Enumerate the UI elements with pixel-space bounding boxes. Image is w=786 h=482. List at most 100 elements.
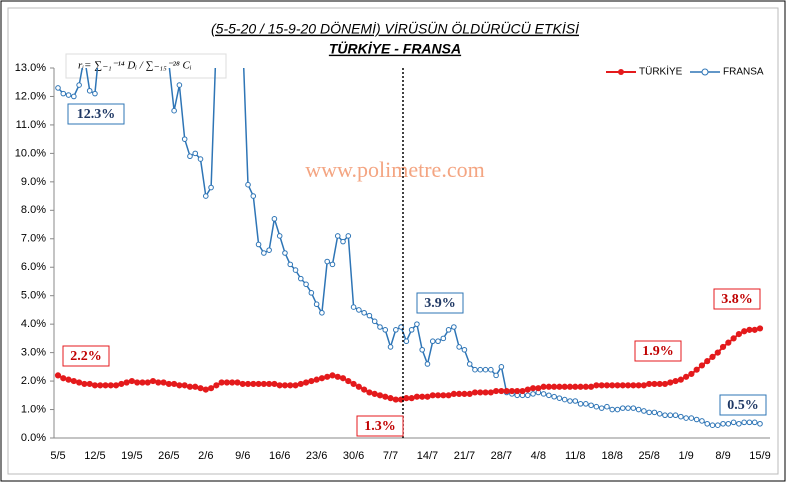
point xyxy=(160,379,167,386)
y-tick-label: 3.0% xyxy=(21,347,46,359)
point xyxy=(471,389,479,396)
x-tick-label: 4/8 xyxy=(531,450,546,462)
x-tick-label: 25/8 xyxy=(638,450,659,462)
point xyxy=(641,408,647,414)
point xyxy=(176,382,183,389)
point xyxy=(239,380,246,388)
legend-marker xyxy=(618,69,624,75)
point xyxy=(76,82,82,88)
point xyxy=(255,380,262,388)
point xyxy=(350,304,357,310)
point xyxy=(287,261,294,268)
y-tick-label: 12.0% xyxy=(15,90,46,102)
point xyxy=(171,380,178,388)
point xyxy=(339,375,347,382)
point xyxy=(118,380,125,388)
point xyxy=(704,420,711,427)
point xyxy=(424,361,431,367)
point xyxy=(572,383,579,390)
x-tick-label: 5/5 xyxy=(50,450,65,462)
point xyxy=(419,346,425,353)
annotation-box xyxy=(67,103,125,125)
point xyxy=(91,382,99,389)
point xyxy=(350,380,357,388)
point xyxy=(81,380,88,388)
point xyxy=(276,382,283,389)
point xyxy=(366,312,373,319)
point xyxy=(677,376,684,383)
point xyxy=(741,328,748,335)
point xyxy=(546,392,552,399)
point xyxy=(667,379,674,386)
point xyxy=(720,420,726,427)
point xyxy=(387,344,394,350)
point xyxy=(329,372,336,379)
point xyxy=(477,366,484,373)
point xyxy=(714,349,721,356)
formula-box xyxy=(65,53,227,79)
point xyxy=(324,258,330,265)
x-tick-label: 26/5 xyxy=(158,450,179,462)
point xyxy=(97,382,104,389)
chart-area xyxy=(7,7,779,475)
point xyxy=(561,396,568,403)
point xyxy=(112,382,120,389)
point xyxy=(229,379,236,386)
point xyxy=(435,338,441,345)
annotation: 0.5% xyxy=(727,398,759,413)
point xyxy=(123,379,130,386)
point xyxy=(334,233,341,239)
point xyxy=(155,379,162,386)
y-tick-label: 5.0% xyxy=(21,290,46,302)
point xyxy=(498,364,505,370)
point xyxy=(588,402,594,409)
point xyxy=(556,383,563,390)
x-tick-label: 2/6 xyxy=(198,450,213,462)
annotation-box xyxy=(416,292,464,314)
point xyxy=(725,339,732,346)
point xyxy=(587,383,595,390)
point xyxy=(619,405,626,411)
annotation: 2.2% xyxy=(70,349,102,364)
x-tick-label: 12/5 xyxy=(84,450,105,462)
annotation: 3.9% xyxy=(424,296,456,311)
point xyxy=(371,318,378,325)
point xyxy=(171,107,177,114)
x-tick-label: 23/6 xyxy=(306,450,327,462)
point xyxy=(413,393,421,400)
point xyxy=(234,379,241,386)
point xyxy=(60,375,67,382)
point xyxy=(186,383,194,390)
x-tick-label: 15/9 xyxy=(749,450,770,462)
point xyxy=(313,376,320,383)
point xyxy=(619,382,626,389)
point xyxy=(577,401,584,407)
point xyxy=(630,382,637,389)
y-tick-label: 7.0% xyxy=(21,233,46,245)
point xyxy=(176,82,183,88)
point xyxy=(635,382,642,389)
chart-subtitle: TÜRKİYE - FRANSA xyxy=(329,41,461,57)
point xyxy=(488,366,494,373)
point xyxy=(735,331,742,338)
point xyxy=(308,290,315,296)
point xyxy=(398,324,404,330)
point xyxy=(303,281,309,288)
point xyxy=(530,391,536,397)
point xyxy=(261,250,267,256)
point xyxy=(625,405,631,411)
point xyxy=(756,325,764,332)
point xyxy=(255,241,262,248)
point xyxy=(730,419,737,426)
point xyxy=(302,379,310,386)
point xyxy=(355,383,362,390)
point xyxy=(202,193,209,199)
point xyxy=(361,386,368,393)
y-tick-label: 4.0% xyxy=(21,318,46,330)
x-tick-label: 14/7 xyxy=(417,450,438,462)
point xyxy=(403,338,410,345)
point xyxy=(456,344,462,350)
point xyxy=(566,383,574,390)
y-tick-label: 6.0% xyxy=(21,261,46,273)
point xyxy=(366,389,373,396)
